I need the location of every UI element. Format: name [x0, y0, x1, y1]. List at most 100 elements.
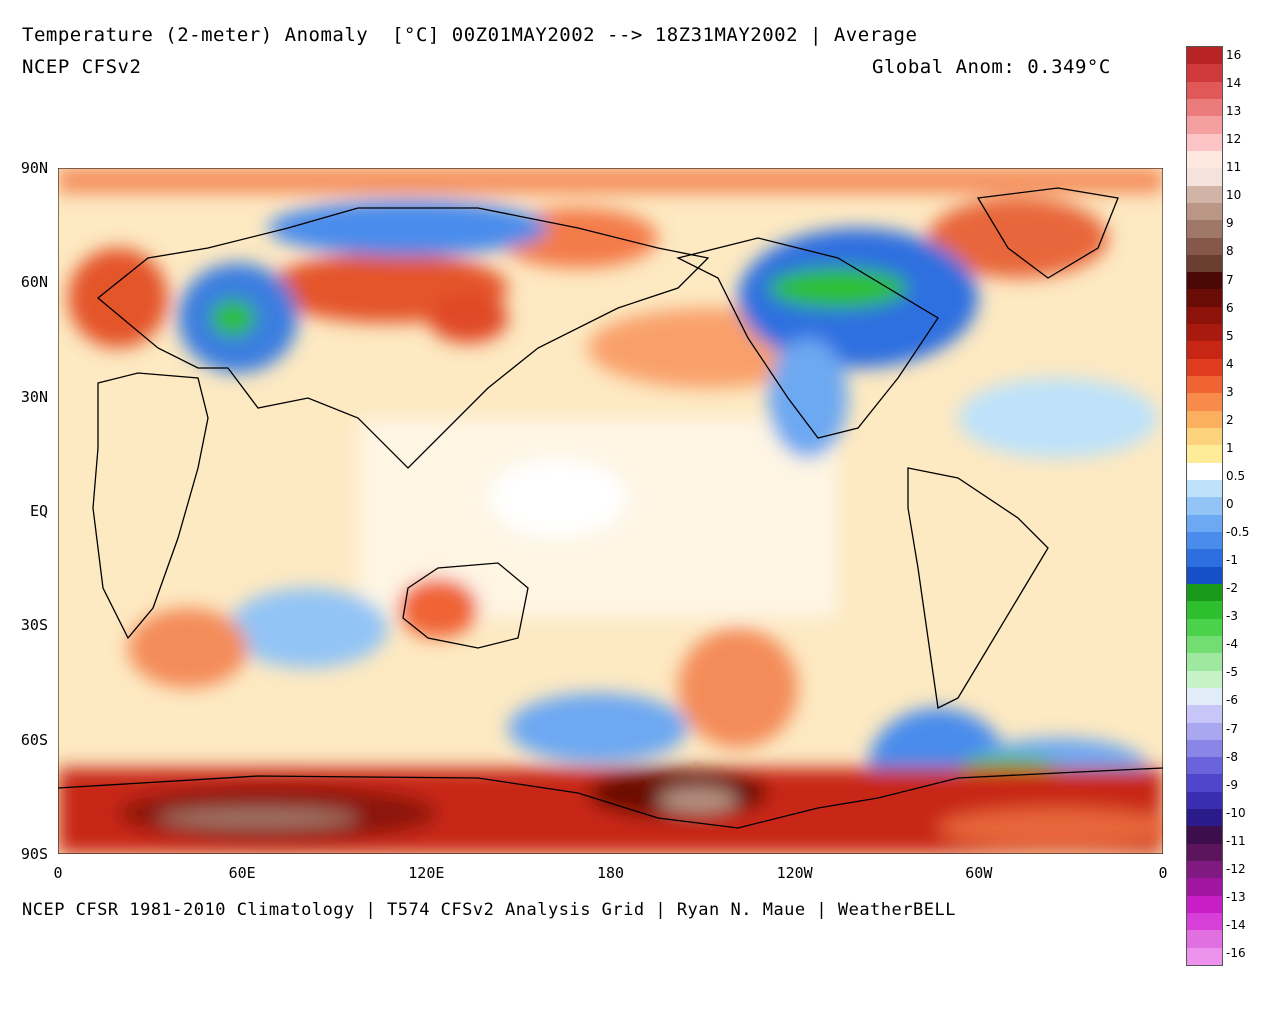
- legend-label: 8: [1226, 244, 1234, 259]
- legend-label: -0.5: [1226, 525, 1250, 540]
- legend-swatch: [1187, 722, 1222, 741]
- legend-swatch: [1187, 376, 1222, 394]
- legend-swatch: [1187, 289, 1222, 308]
- legend-label: 14: [1226, 76, 1242, 91]
- legend-swatch: [1187, 809, 1222, 827]
- legend-swatch: [1187, 826, 1222, 845]
- legend-swatch: [1187, 341, 1222, 360]
- legend-swatch: [1187, 757, 1222, 775]
- legend-swatch: [1187, 774, 1222, 793]
- legend-swatch: [1187, 480, 1222, 498]
- model-name: NCEP CFSv2: [22, 56, 142, 78]
- color-scale-legend: [1186, 46, 1223, 966]
- legend-label: 2: [1226, 412, 1234, 427]
- latitude-label: 90S: [20, 845, 48, 863]
- legend-swatch: [1187, 237, 1222, 256]
- legend-label: -4: [1226, 637, 1238, 652]
- legend-swatch: [1187, 601, 1222, 620]
- legend-swatch: [1187, 497, 1222, 516]
- legend-swatch: [1187, 791, 1222, 810]
- legend-label: 12: [1226, 132, 1242, 147]
- legend-swatch: [1187, 116, 1222, 135]
- legend-swatch: [1187, 428, 1222, 446]
- legend-label: 3: [1226, 384, 1234, 399]
- legend-swatch: [1187, 324, 1222, 342]
- legend-swatch: [1187, 549, 1222, 568]
- legend-swatch: [1187, 583, 1222, 602]
- legend-swatch: [1187, 670, 1222, 689]
- legend-swatch: [1187, 410, 1222, 429]
- legend-swatch: [1187, 358, 1222, 377]
- legend-label: -8: [1226, 749, 1238, 764]
- longitude-label: 0: [53, 864, 63, 882]
- global-anomaly-readout: Global Anom: 0.349°C: [872, 56, 1111, 78]
- legend-swatch: [1187, 64, 1222, 83]
- legend-label: -12: [1226, 861, 1246, 876]
- legend-label: -5: [1226, 665, 1238, 680]
- legend-swatch: [1187, 739, 1222, 758]
- legend-swatch: [1187, 687, 1222, 706]
- legend-label: 4: [1226, 356, 1234, 371]
- latitude-label: EQ: [29, 502, 48, 520]
- legend-swatch: [1187, 306, 1222, 325]
- anomaly-map: [58, 168, 1163, 854]
- anomaly-map-canvas: [58, 168, 1163, 854]
- longitude-label: 120E: [408, 864, 445, 882]
- legend-label: -16: [1226, 946, 1246, 960]
- legend-swatch: [1187, 202, 1222, 221]
- longitude-label: 0: [1158, 864, 1168, 882]
- legend-label: 13: [1226, 104, 1242, 119]
- legend-swatch: [1187, 220, 1222, 239]
- longitude-label: 180: [596, 864, 625, 882]
- legend-label: -13: [1226, 889, 1246, 904]
- legend-label: 0.5: [1226, 468, 1246, 483]
- legend-swatch: [1187, 618, 1222, 637]
- legend-label: 16: [1226, 48, 1242, 62]
- legend-swatch: [1187, 895, 1222, 914]
- legend-swatch: [1187, 47, 1222, 65]
- legend-swatch: [1187, 168, 1222, 187]
- legend-label: -11: [1226, 833, 1246, 848]
- legend-swatch: [1187, 98, 1222, 117]
- legend-label: -1: [1226, 553, 1238, 568]
- legend-swatch: [1187, 150, 1222, 169]
- legend-swatch: [1187, 531, 1222, 550]
- legend-swatch: [1187, 133, 1222, 152]
- legend-swatch: [1187, 635, 1222, 654]
- legend-swatch: [1187, 930, 1222, 949]
- longitude-label: 120W: [776, 864, 813, 882]
- legend-label: 11: [1226, 160, 1242, 175]
- legend-swatch: [1187, 185, 1222, 204]
- legend-label: -2: [1226, 581, 1238, 596]
- legend-label: -3: [1226, 609, 1238, 624]
- legend-label: 9: [1226, 216, 1234, 231]
- latitude-label: 30N: [20, 387, 48, 406]
- legend-swatch: [1187, 843, 1222, 862]
- latitude-label: 60S: [20, 730, 48, 749]
- legend-label: -10: [1226, 805, 1246, 820]
- legend-label: 5: [1226, 328, 1234, 343]
- legend-swatch: [1187, 705, 1222, 723]
- legend-label: -6: [1226, 693, 1238, 708]
- latitude-label: 90N: [20, 159, 48, 177]
- longitude-label: 60W: [965, 864, 993, 882]
- map-title: Temperature (2-meter) Anomaly [°C] 00Z01…: [22, 24, 918, 46]
- legend-label: -7: [1226, 721, 1238, 736]
- legend-swatch: [1187, 254, 1222, 273]
- credits-footer: NCEP CFSR 1981-2010 Climatology | T574 C…: [22, 900, 956, 920]
- legend-swatch: [1187, 514, 1222, 533]
- legend-swatch: [1187, 653, 1222, 672]
- legend-label: 10: [1226, 188, 1242, 203]
- legend-label: -9: [1226, 777, 1238, 792]
- legend-label: 6: [1226, 300, 1234, 315]
- legend-swatch: [1187, 947, 1222, 966]
- legend-swatch: [1187, 913, 1222, 931]
- legend-label: 7: [1226, 272, 1234, 287]
- longitude-label: 60E: [228, 864, 256, 882]
- legend-swatch: [1187, 861, 1222, 879]
- legend-label: -14: [1226, 917, 1246, 932]
- latitude-label: 60N: [20, 273, 48, 292]
- legend-swatch: [1187, 81, 1222, 100]
- legend-swatch: [1187, 878, 1222, 897]
- legend-swatch: [1187, 272, 1222, 290]
